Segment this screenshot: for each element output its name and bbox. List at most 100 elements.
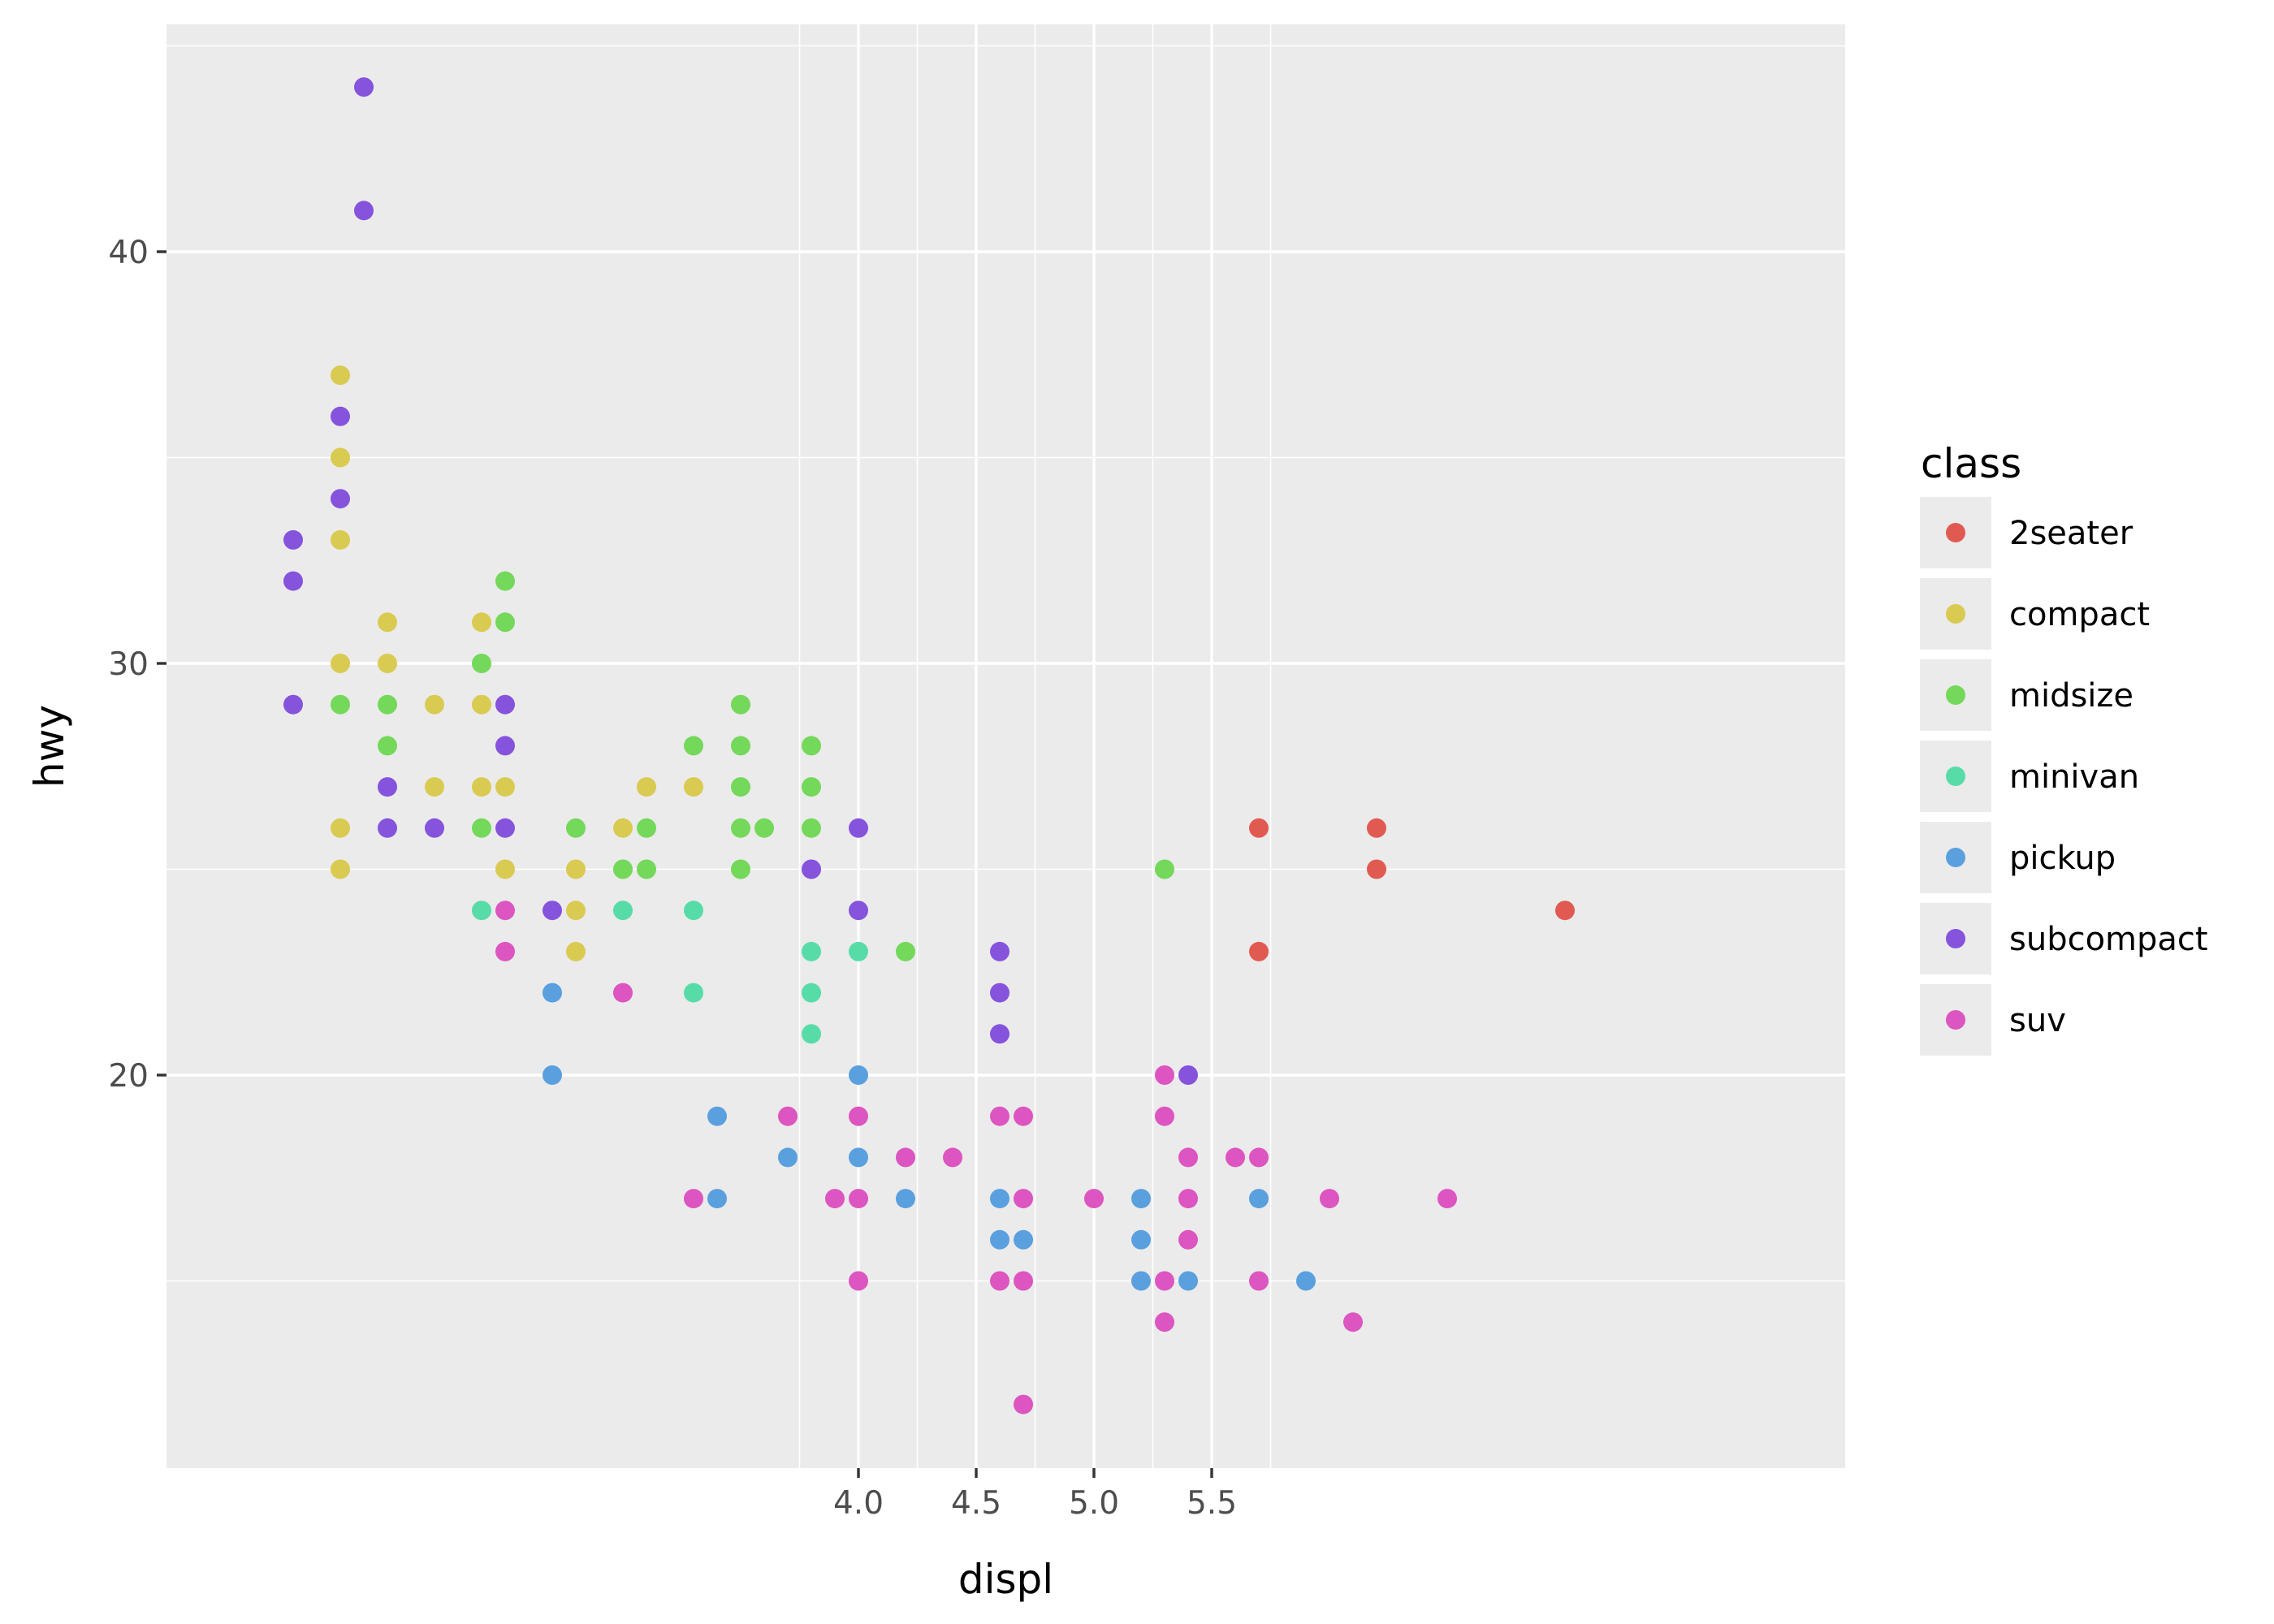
x-axis-title: displ (958, 1556, 1053, 1603)
major-gridlines (166, 24, 1845, 1468)
point-midsize (637, 818, 656, 838)
point-midsize (802, 736, 821, 756)
point-midsize (731, 818, 750, 838)
point-midsize (637, 859, 656, 879)
point-subcompact (283, 529, 303, 550)
point-pickup (1249, 1189, 1269, 1209)
legend-label: pickup (2009, 840, 2116, 877)
point-suv (1437, 1189, 1457, 1209)
point-suv (1155, 1312, 1174, 1332)
point-suv (1155, 1271, 1174, 1291)
point-pickup (543, 1065, 562, 1085)
point-suv (990, 1271, 1009, 1291)
point-2seater (1249, 818, 1269, 838)
point-suv (1155, 1065, 1174, 1085)
point-pickup (1296, 1271, 1316, 1291)
point-minivan (802, 983, 821, 1003)
point-compact (637, 777, 656, 797)
point-midsize (896, 941, 915, 961)
point-compact (378, 612, 397, 633)
point-compact (331, 447, 350, 468)
x-tick-label: 4.5 (951, 1485, 1001, 1522)
legend-key-pickup (1946, 848, 1965, 867)
point-suv (1014, 1106, 1033, 1126)
point-suv (896, 1147, 915, 1168)
point-compact (566, 901, 586, 921)
point-suv (849, 1189, 868, 1209)
point-compact (331, 818, 350, 838)
data-points (283, 77, 1575, 1415)
point-midsize (802, 818, 821, 838)
point-suv (943, 1147, 962, 1168)
point-compact (425, 777, 444, 797)
point-suv (849, 1271, 868, 1291)
point-compact (472, 777, 491, 797)
point-compact (472, 612, 491, 633)
point-midsize (472, 654, 491, 673)
point-suv (613, 983, 633, 1003)
point-compact (331, 654, 350, 673)
point-midsize (754, 818, 774, 838)
point-suv (1155, 1106, 1174, 1126)
point-suv (825, 1189, 845, 1209)
point-suv (1178, 1147, 1198, 1168)
point-suv (1249, 1271, 1269, 1291)
point-compact (425, 694, 444, 715)
point-subcompact (331, 406, 350, 426)
point-suv (990, 1106, 1009, 1126)
point-subcompact (802, 859, 821, 879)
point-compact (495, 777, 515, 797)
point-subcompact (354, 201, 374, 221)
point-suv (1178, 1229, 1198, 1250)
point-pickup (778, 1147, 798, 1168)
point-2seater (1367, 818, 1386, 838)
point-subcompact (331, 489, 350, 509)
point-subcompact (849, 901, 868, 921)
point-subcompact (990, 941, 1009, 961)
point-suv (495, 901, 515, 921)
point-pickup (896, 1189, 915, 1209)
point-midsize (378, 736, 397, 756)
point-suv (1014, 1394, 1033, 1415)
point-midsize (331, 694, 350, 715)
x-tick-label: 5.5 (1187, 1485, 1237, 1522)
point-midsize (566, 818, 586, 838)
point-suv (778, 1106, 798, 1126)
point-compact (472, 694, 491, 715)
point-pickup (1178, 1271, 1198, 1291)
point-subcompact (543, 901, 562, 921)
point-suv (684, 1189, 703, 1209)
point-midsize (495, 571, 515, 591)
point-subcompact (495, 818, 515, 838)
point-subcompact (1178, 1065, 1198, 1085)
point-midsize (731, 859, 750, 879)
point-minivan (684, 901, 703, 921)
point-pickup (1131, 1189, 1151, 1209)
point-midsize (472, 818, 491, 838)
legend: class 2seater compact midsize minivan pickup… (1920, 440, 2208, 1056)
point-subcompact (990, 1024, 1009, 1044)
point-midsize (495, 612, 515, 633)
point-compact (566, 941, 586, 961)
point-compact (613, 818, 633, 838)
point-pickup (1014, 1229, 1033, 1250)
legend-label: subcompact (2009, 921, 2208, 958)
point-midsize (378, 694, 397, 715)
point-subcompact (849, 818, 868, 838)
point-compact (331, 529, 350, 550)
legend-label: compact (2009, 596, 2150, 633)
point-pickup (990, 1189, 1009, 1209)
point-midsize (731, 777, 750, 797)
point-midsize (1155, 859, 1174, 879)
y-axis: 20 30 40 (108, 235, 166, 1095)
legend-label: minivan (2009, 758, 2139, 796)
point-midsize (802, 777, 821, 797)
minor-gridlines (166, 24, 1845, 1468)
point-pickup (849, 1147, 868, 1168)
point-pickup (1131, 1229, 1151, 1250)
point-suv (1343, 1312, 1363, 1332)
point-subcompact (990, 983, 1009, 1003)
y-tick-label: 20 (108, 1058, 149, 1095)
point-midsize (731, 694, 750, 715)
point-compact (331, 859, 350, 879)
